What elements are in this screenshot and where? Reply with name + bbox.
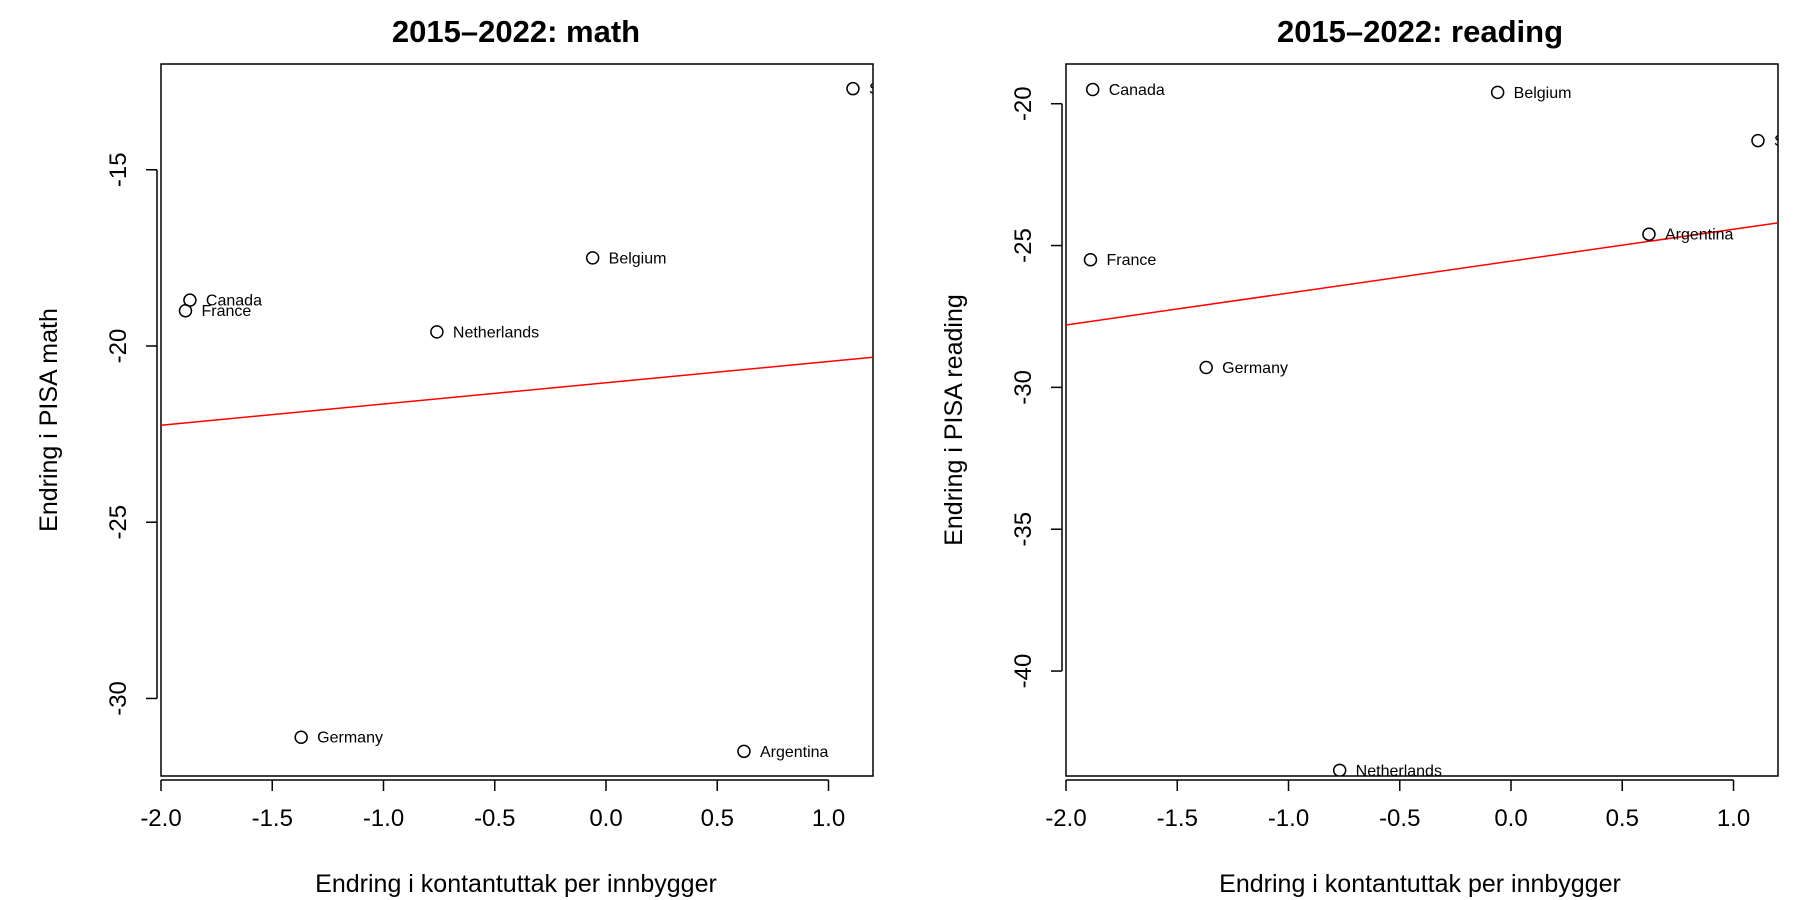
x-tick-label: -1.0 bbox=[1268, 805, 1309, 832]
x-tick-label: 0.5 bbox=[701, 805, 734, 832]
x-tick-label: -0.5 bbox=[474, 805, 515, 832]
plot-content: Canada Belgium S Argentina France Germany Neth… bbox=[1066, 82, 1785, 780]
y-tick-label: -40 bbox=[1010, 654, 1037, 689]
data-point bbox=[294, 730, 308, 744]
data-point bbox=[846, 81, 860, 96]
data-point bbox=[1083, 252, 1098, 267]
data-point bbox=[1199, 360, 1213, 375]
data-point bbox=[585, 251, 600, 265]
plot-frame bbox=[160, 63, 874, 777]
x-tick-label: 0.0 bbox=[1494, 805, 1527, 832]
x-tick-label: 0.0 bbox=[589, 805, 622, 832]
point-label: S bbox=[869, 81, 880, 98]
panel-math: 2015–2022: math Endring i kontantuttak p… bbox=[35, 14, 880, 898]
point-label: Canada bbox=[206, 293, 262, 310]
data-point bbox=[178, 303, 193, 318]
data-point bbox=[430, 325, 444, 339]
point-label: Netherlands bbox=[1356, 763, 1442, 780]
x-axis-label: Endring i kontantuttak per innbygger bbox=[1219, 870, 1621, 898]
point-label: S bbox=[1774, 133, 1785, 150]
plot-frame bbox=[1065, 63, 1779, 777]
data-point bbox=[737, 744, 751, 759]
y-tick-label: -30 bbox=[105, 681, 132, 716]
point-label: Argentina bbox=[1665, 227, 1734, 244]
data-point bbox=[1751, 133, 1765, 148]
y-tick-label: -35 bbox=[1010, 512, 1037, 547]
point-label: Belgium bbox=[1514, 85, 1572, 102]
x-tick-label: -1.5 bbox=[252, 805, 293, 832]
x-tick-label: -2.0 bbox=[1045, 805, 1086, 832]
data-point bbox=[1085, 82, 1100, 97]
point-label: Netherlands bbox=[453, 324, 539, 341]
point-label: France bbox=[201, 303, 251, 320]
x-tick-label: 0.5 bbox=[1606, 805, 1639, 832]
x-axis-label: Endring i kontantuttak per innbygger bbox=[315, 870, 717, 898]
plot-area: -2.0 -1.5 -1.0 -0.5 0.0 0.5 1.0 -30 -25 -20 -15 S Be… bbox=[105, 63, 880, 832]
chart-title: 2015–2022: math bbox=[392, 14, 640, 49]
y-tick-label: -20 bbox=[1010, 86, 1037, 121]
point-label: Belgium bbox=[609, 250, 667, 267]
data-point bbox=[1490, 85, 1505, 100]
y-tick-label: -20 bbox=[105, 329, 132, 364]
x-tick-label: -1.0 bbox=[363, 805, 404, 832]
plot-area: -2.0 -1.5 -1.0 -0.5 0.0 0.5 1.0 -40 -35 -30 -25 -20… bbox=[1010, 63, 1785, 832]
panel-reading: 2015–2022: reading Endring i kontantutta… bbox=[940, 14, 1785, 898]
x-tick-label: -2.0 bbox=[140, 805, 181, 832]
point-label: Argentina bbox=[760, 744, 829, 761]
y-tick-label: -15 bbox=[105, 152, 132, 187]
point-label: France bbox=[1106, 252, 1156, 269]
regression-line bbox=[1066, 222, 1778, 326]
point-label: Germany bbox=[317, 730, 383, 747]
y-axis-label: Endring i PISA reading bbox=[940, 294, 968, 546]
data-point bbox=[1642, 227, 1656, 241]
chart-title: 2015–2022: reading bbox=[1277, 14, 1563, 49]
x-tick-label: 1.0 bbox=[812, 805, 845, 832]
point-label: Canada bbox=[1109, 82, 1165, 99]
y-axis-label: Endring i PISA math bbox=[35, 308, 63, 532]
x-tick-label: 1.0 bbox=[1717, 805, 1750, 832]
y-tick-label: -25 bbox=[105, 505, 132, 540]
y-tick-label: -25 bbox=[1010, 228, 1037, 263]
x-tick-label: -1.5 bbox=[1157, 805, 1198, 832]
data-point bbox=[1332, 763, 1347, 776]
y-tick-label: -30 bbox=[1010, 370, 1037, 405]
point-label: Germany bbox=[1222, 360, 1288, 377]
x-tick-label: -0.5 bbox=[1379, 805, 1420, 832]
regression-line bbox=[161, 356, 873, 427]
